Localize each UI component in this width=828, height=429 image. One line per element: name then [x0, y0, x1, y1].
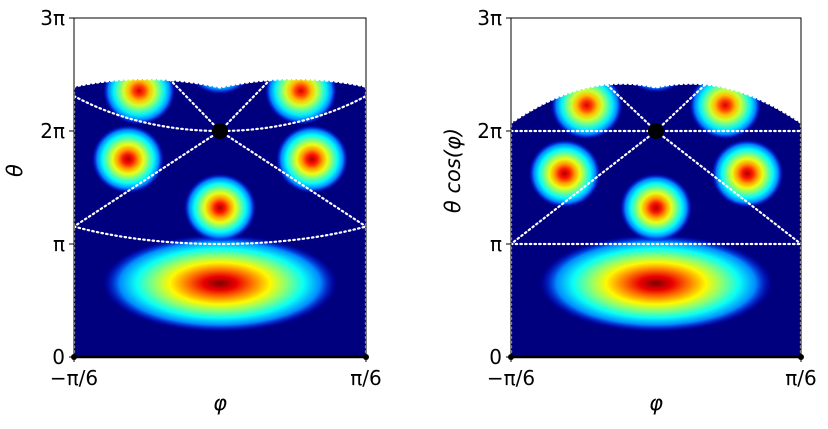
panel-1-peak	[102, 234, 338, 332]
panel-1-ytick-label: 3π	[40, 6, 65, 30]
panel-2-boundary-line	[654, 83, 707, 133]
panel-1-boundary-line	[72, 78, 368, 89]
panel-1-boundary-line	[218, 78, 271, 133]
panel-1-peak	[264, 79, 338, 126]
panel-1: 0 π 2π 3π −π/6 π/6 φ θ	[3, 6, 382, 415]
panel-1-peak	[102, 79, 176, 126]
panel-2-xlabel: φ	[649, 391, 663, 415]
panel-1-vertex-marker	[212, 123, 228, 139]
panel-2-xtick-label: π/6	[785, 366, 817, 390]
panel-1-xtick-label: π/6	[350, 366, 382, 390]
panel-1-ylabel: θ	[3, 164, 27, 177]
panel-1-ytick-label: 0	[52, 345, 65, 369]
panel-1-boundary-line	[169, 78, 222, 133]
panel-2-boundary-line	[654, 129, 803, 246]
panel-1-peak	[91, 124, 165, 194]
panel-1-xtick-label: −π/6	[50, 366, 98, 390]
panel-2-xtick-label: −π/6	[487, 366, 535, 390]
panel-2: 0 π 2π 3π −π/6 π/6 φ θ cos(φ)	[441, 6, 817, 415]
panel-2-peak	[528, 139, 601, 208]
panel-2-ytick-label: π	[490, 232, 502, 256]
panel-2-ylabel: θ cos(φ)	[441, 128, 465, 213]
panel-1-boundary-line	[218, 129, 368, 228]
panel-1-peak	[275, 124, 349, 194]
panel-2-ytick-label: 3π	[477, 6, 502, 30]
panel-1-ytick-label: 2π	[40, 119, 65, 143]
panel-2-boundary-line	[509, 129, 658, 246]
panel-1-boundary-line	[72, 225, 368, 246]
panel-2-ytick-label: 2π	[477, 119, 502, 143]
panel-1-peak	[183, 173, 257, 242]
panel-1-xlabel: φ	[213, 391, 227, 415]
panel-2-boundary-line	[605, 83, 658, 133]
panel-2-vertex-marker	[648, 123, 664, 139]
panel-1-boundary-line	[72, 129, 222, 228]
panel-2-peak	[539, 234, 773, 332]
panel-2-ytick-label: 0	[489, 345, 502, 369]
panel-2-peak	[711, 139, 784, 208]
panel-1-ytick-label: π	[53, 232, 65, 256]
panel-2-peak	[620, 173, 692, 242]
